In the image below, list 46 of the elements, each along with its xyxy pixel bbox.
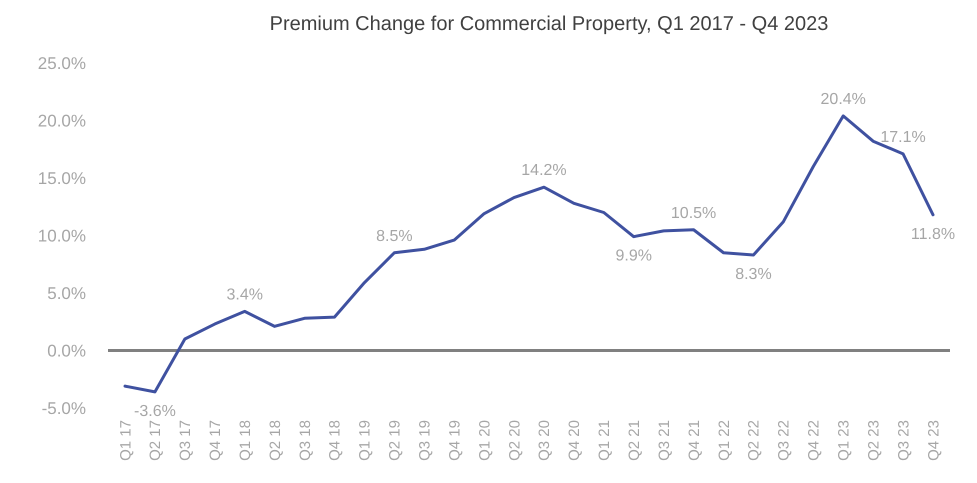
data-label: 3.4% bbox=[226, 286, 263, 304]
data-label: 8.5% bbox=[376, 228, 413, 245]
y-tick-label: 10.0% bbox=[38, 226, 86, 246]
chart-title: Premium Change for Commercial Property, Q1 2017 - Q4 2023 bbox=[270, 13, 828, 35]
data-label: 10.5% bbox=[670, 204, 716, 222]
x-tick-label: Q3 23 bbox=[895, 420, 912, 461]
x-tick-label: Q4 19 bbox=[446, 420, 464, 461]
y-tick-label: 20.0% bbox=[38, 111, 86, 130]
y-tick-label: 5.0% bbox=[47, 284, 86, 303]
x-tick-label: Q4 22 bbox=[806, 420, 823, 461]
x-tick-label: Q3 21 bbox=[656, 420, 673, 461]
x-tick-label: Q2 19 bbox=[386, 420, 404, 461]
data-label: 20.4% bbox=[820, 90, 866, 108]
y-tick-label: -5.0% bbox=[42, 398, 86, 418]
x-tick-label: Q4 17 bbox=[207, 420, 224, 461]
x-tick-label: Q2 21 bbox=[626, 420, 643, 461]
x-tick-label: Q1 22 bbox=[716, 420, 733, 461]
x-tick-label: Q1 23 bbox=[835, 420, 852, 461]
data-label: 8.3% bbox=[735, 266, 772, 284]
x-tick-label: Q2 18 bbox=[266, 420, 284, 461]
x-tick-label: Q3 20 bbox=[536, 420, 554, 461]
x-tick-label: Q2 20 bbox=[506, 420, 524, 461]
data-label: 14.2% bbox=[521, 162, 567, 180]
x-tick-label: Q3 22 bbox=[776, 420, 793, 461]
x-tick-label: Q3 19 bbox=[416, 420, 434, 461]
data-label: -3.6% bbox=[134, 402, 176, 420]
x-tick-label: Q4 23 bbox=[925, 420, 942, 461]
x-tick-label: Q1 19 bbox=[356, 420, 374, 461]
x-tick-label: Q3 17 bbox=[177, 420, 194, 461]
x-tick-label: Q1 17 bbox=[117, 420, 134, 461]
x-tick-label: Q1 21 bbox=[596, 420, 614, 461]
x-tick-label: Q2 17 bbox=[147, 420, 164, 461]
data-label: 11.8% bbox=[910, 226, 956, 243]
x-tick-label: Q2 23 bbox=[865, 420, 882, 461]
x-tick-label: Q1 18 bbox=[236, 420, 254, 461]
x-tick-label: Q4 21 bbox=[686, 420, 703, 461]
x-tick-label: Q4 18 bbox=[326, 420, 344, 461]
x-tick-label: Q2 22 bbox=[746, 420, 763, 461]
x-tick-label: Q1 20 bbox=[476, 420, 494, 461]
data-label: 9.9% bbox=[616, 248, 652, 265]
y-tick-label: 0.0% bbox=[47, 341, 86, 360]
x-tick-label: Q4 20 bbox=[566, 420, 584, 461]
data-label: 17.1% bbox=[880, 128, 926, 146]
y-tick-label: 15.0% bbox=[38, 168, 86, 188]
y-tick-label: 25.0% bbox=[38, 54, 86, 73]
x-tick-label: Q3 18 bbox=[296, 420, 314, 461]
